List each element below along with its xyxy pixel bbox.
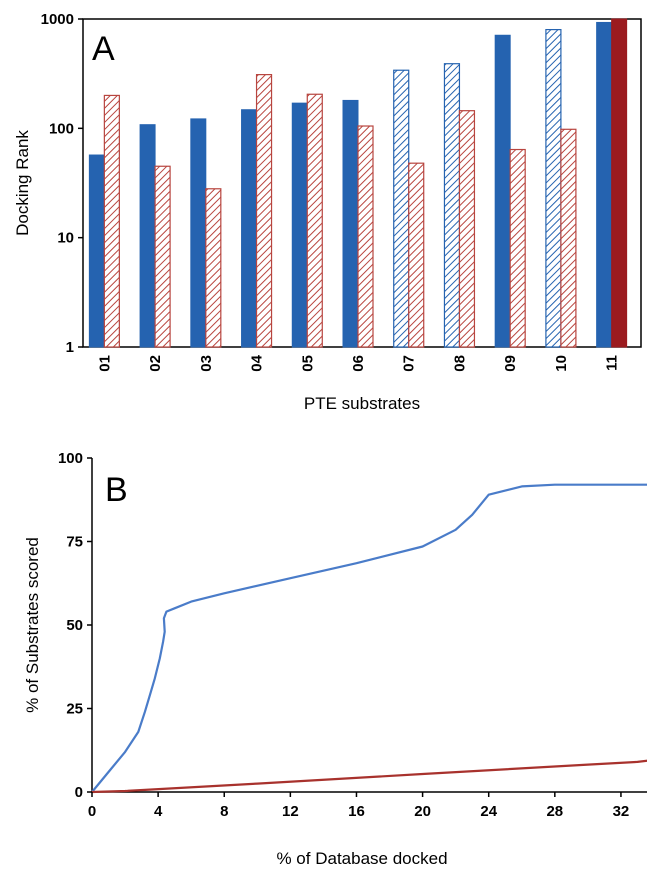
panel-a: 1 10 100 1000 01 02 03 04 05 06 07 08 09 10 11 A PTE … [13,11,642,413]
bar-11-series-2 [611,18,628,348]
panel-b-y-tick-label: 0 [75,784,83,801]
panel-a-x-tick-label: 06 [350,355,367,372]
panel-a-label: A [92,30,115,68]
panel-b-x-tick-label: 24 [480,803,497,820]
panel-b-line-series-1 [90,483,647,794]
bar-02-series-2 [154,165,171,348]
panel-b-x-tick-label: 32 [613,803,630,820]
panel-b-y-tick-label: 75 [66,534,83,551]
panel-b-y-tick-label: 25 [66,701,83,718]
panel-b-line-series-2 [90,759,647,794]
bar-01-series-1 [88,154,105,348]
panel-b-x-tick-label: 16 [348,803,365,820]
panel-a-x-tick-label: 03 [198,355,215,372]
panel-a-x-tick-label: 05 [299,355,316,372]
panel-b: 0 25 50 75 100 0 4 8 12 16 20 24 28 32 B % of Databa… [23,450,647,868]
bar-04-series-2 [255,74,273,348]
panel-a-x-tick-label: 01 [96,355,113,372]
bar-05-series-1 [291,102,308,348]
panel-a-x-axis-title: PTE substrates [304,394,420,413]
bar-06-series-2 [357,125,374,348]
bar-03-series-2 [205,188,222,348]
panel-a-x-tick-label: 10 [553,355,570,372]
panel-b-x-tick-label: 28 [546,803,563,820]
panel-a-x-tick-label: 07 [401,355,418,372]
panel-b-label: B [105,471,128,509]
panel-a-y-tick-label: 100 [49,120,74,137]
panel-b-x-tick-label: 20 [414,803,431,820]
panel-b-x-tick-label: 4 [154,803,163,820]
panel-a-y-tick-label: 10 [57,230,74,247]
panel-b-y-tick-label: 100 [58,450,83,467]
bar-11-series-1 [596,21,613,348]
bar-08-series-1 [443,63,461,348]
bar-01-series-2 [103,94,120,348]
panel-a-x-tick-label: 11 [604,355,621,371]
panel-b-x-tick-label: 0 [88,803,96,820]
bar-04-series-1 [241,109,258,348]
panel-a-y-axis-title: Docking Rank [13,130,32,236]
bar-09-series-1 [494,34,511,348]
panel-b-y-tick-label: 50 [66,617,83,634]
panel-a-x-tick-label: 02 [147,355,164,372]
bar-07-series-1 [393,69,410,348]
bar-10-series-1 [545,28,562,348]
bar-09-series-2 [509,148,526,348]
bar-08-series-2 [458,110,476,348]
panel-a-y-tick-label: 1 [66,339,74,356]
panel-a-x-tick-label: 09 [502,355,519,372]
bar-10-series-2 [560,128,577,348]
bar-03-series-1 [190,118,207,348]
bar-07-series-2 [408,162,425,348]
panel-a-x-tick-label: 04 [249,354,266,371]
panel-b-x-axis-title: % of Database docked [276,849,447,868]
panel-b-y-axis-title: % of Substrates scored [23,537,42,713]
bar-06-series-1 [342,99,359,348]
bar-02-series-1 [139,124,156,348]
panel-a-y-tick-label: 1000 [41,11,74,28]
panel-b-x-tick-label: 8 [220,803,228,820]
bar-05-series-2 [306,93,323,348]
panel-a-x-tick-label: 08 [451,355,468,372]
panel-b-x-tick-label: 12 [282,803,299,820]
